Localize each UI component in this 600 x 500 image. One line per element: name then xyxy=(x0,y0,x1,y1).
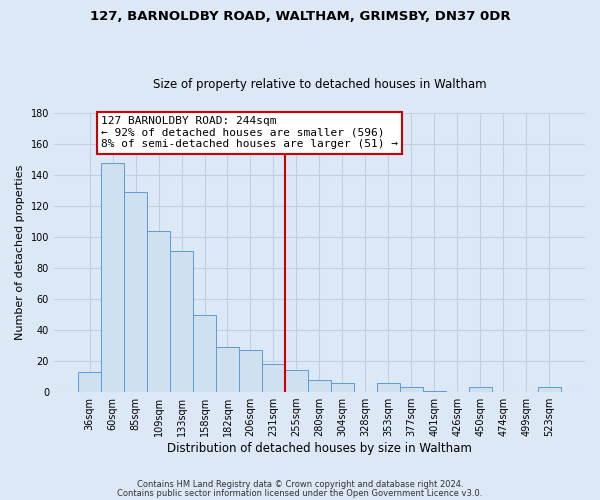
Title: Size of property relative to detached houses in Waltham: Size of property relative to detached ho… xyxy=(152,78,486,91)
Bar xyxy=(239,350,262,392)
Bar xyxy=(216,347,239,392)
Bar xyxy=(147,231,170,392)
X-axis label: Distribution of detached houses by size in Waltham: Distribution of detached houses by size … xyxy=(167,442,472,455)
Bar xyxy=(308,380,331,392)
Bar xyxy=(285,370,308,392)
Bar xyxy=(101,162,124,392)
Text: 127, BARNOLDBY ROAD, WALTHAM, GRIMSBY, DN37 0DR: 127, BARNOLDBY ROAD, WALTHAM, GRIMSBY, D… xyxy=(89,10,511,23)
Bar xyxy=(193,314,216,392)
Bar xyxy=(469,388,492,392)
Bar xyxy=(538,388,561,392)
Text: Contains public sector information licensed under the Open Government Licence v3: Contains public sector information licen… xyxy=(118,490,482,498)
Bar xyxy=(377,383,400,392)
Y-axis label: Number of detached properties: Number of detached properties xyxy=(15,165,25,340)
Text: 127 BARNOLDBY ROAD: 244sqm
← 92% of detached houses are smaller (596)
8% of semi: 127 BARNOLDBY ROAD: 244sqm ← 92% of deta… xyxy=(101,116,398,150)
Bar xyxy=(124,192,147,392)
Bar xyxy=(262,364,285,392)
Bar xyxy=(331,383,354,392)
Bar xyxy=(170,251,193,392)
Bar xyxy=(78,372,101,392)
Bar xyxy=(423,390,446,392)
Text: Contains HM Land Registry data © Crown copyright and database right 2024.: Contains HM Land Registry data © Crown c… xyxy=(137,480,463,489)
Bar xyxy=(400,388,423,392)
